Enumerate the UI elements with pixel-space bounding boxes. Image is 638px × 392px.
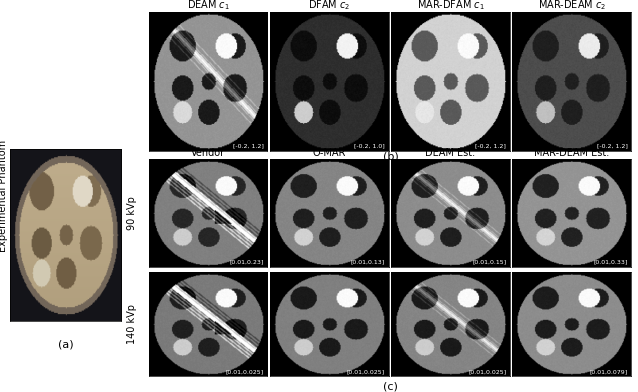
Title: DFAM $c_2$: DFAM $c_2$ [308,0,350,12]
Text: 90 kVp: 90 kVp [127,196,137,230]
Text: [0.01,0.025]: [0.01,0.025] [468,369,506,374]
Text: [-0.2, 1.0]: [-0.2, 1.0] [354,143,385,148]
Text: [0.01,0.15]: [0.01,0.15] [472,260,506,265]
Title: O-MAR: O-MAR [313,148,346,158]
Title: MAR-DFAM $c_1$: MAR-DFAM $c_1$ [417,0,484,12]
Text: [0.01,0.025]: [0.01,0.025] [347,369,385,374]
Text: [0.01,0.025]: [0.01,0.025] [226,369,263,374]
Title: Vendor: Vendor [191,148,225,158]
Text: (a): (a) [57,340,73,350]
Text: [0.01,0.079]: [0.01,0.079] [589,369,627,374]
Text: [-0.2, 1.2]: [-0.2, 1.2] [475,143,506,148]
Title: DEAM $c_1$: DEAM $c_1$ [186,0,230,12]
Text: (b): (b) [383,152,399,162]
Text: [-0.2, 1.2]: [-0.2, 1.2] [233,143,263,148]
Text: [0.01,0.23]: [0.01,0.23] [230,260,263,265]
Text: [0.01,0.13]: [0.01,0.13] [351,260,385,265]
Title: DEAM Est.: DEAM Est. [426,148,475,158]
Text: [-0.2, 1.2]: [-0.2, 1.2] [597,143,627,148]
Text: Experimental Phantom: Experimental Phantom [0,140,8,252]
Title: MAR-DEAM $c_2$: MAR-DEAM $c_2$ [538,0,605,12]
Title: MAR-DEAM Est.: MAR-DEAM Est. [534,148,609,158]
Text: (c): (c) [383,381,398,391]
Text: [0.01,0.33]: [0.01,0.33] [593,260,627,265]
Text: 140 kVp: 140 kVp [127,304,137,345]
